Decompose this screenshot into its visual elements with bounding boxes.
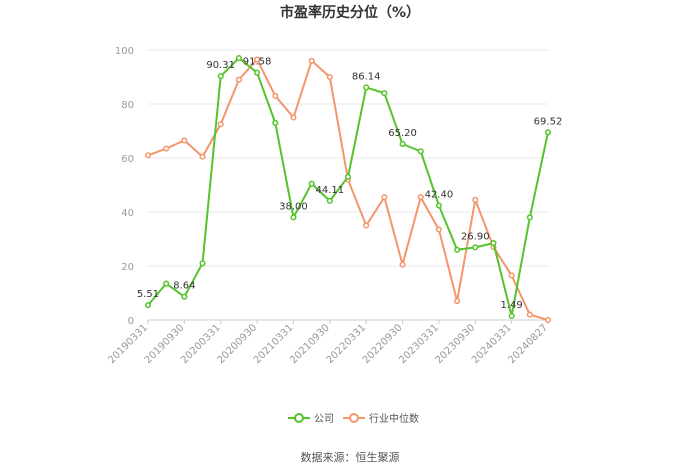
legend-swatch-marker: [349, 413, 359, 423]
data-label: 26.90: [461, 231, 490, 242]
data-point: [326, 73, 333, 81]
data-point: [308, 57, 315, 64]
data-label: 91.58: [243, 57, 272, 68]
data-point: [417, 194, 424, 201]
data-point: [508, 272, 515, 279]
data-point: [272, 119, 279, 126]
data-point: [272, 92, 279, 99]
data-point: [544, 316, 552, 324]
data-point: [544, 129, 552, 136]
data-point: [526, 311, 533, 318]
data-point: [435, 226, 442, 233]
data-point: [199, 260, 206, 267]
data-label: 1.49: [501, 300, 523, 311]
data-point: [163, 280, 170, 287]
grid-lines: [148, 49, 548, 321]
data-point: [417, 148, 424, 155]
data-point: [508, 312, 515, 320]
data-label: 44.11: [315, 185, 344, 196]
data-point: [235, 76, 242, 83]
data-point: [290, 214, 297, 221]
data-point: [363, 222, 370, 229]
data-labels: 5.51 8.64 90.31 91.58 38.00 44.11 86.14 65.20 42…: [137, 57, 562, 311]
data-point: [163, 145, 170, 152]
data-label: 69.52: [534, 116, 563, 127]
data-label: 38.00: [279, 201, 308, 212]
data-point: [181, 137, 188, 144]
data-point: [144, 152, 152, 159]
y-tick-label: 80: [121, 100, 134, 111]
data-point: [235, 55, 242, 62]
y-axis-ticks: 0 20 40 60 80 100: [115, 46, 134, 327]
series-line-0: [147, 57, 549, 317]
data-point: [381, 194, 388, 201]
y-tick-label: 0: [128, 316, 134, 327]
legend-label: 行业中位数: [369, 412, 419, 425]
data-point: [454, 298, 461, 305]
y-tick-label: 60: [121, 154, 134, 165]
data-point: [254, 56, 261, 63]
data-point: [199, 153, 206, 160]
data-point: [217, 121, 224, 128]
data-point: [490, 240, 497, 247]
y-tick-label: 40: [121, 208, 134, 219]
y-tick-label: 20: [121, 262, 134, 273]
chart-title: 市盈率历史分位（%）: [280, 4, 420, 21]
data-point: [472, 244, 479, 251]
data-point: [399, 140, 406, 148]
data-label: 42.40: [425, 190, 454, 201]
data-label: 5.51: [137, 289, 159, 300]
data-point: [290, 114, 297, 121]
data-point: [326, 197, 333, 204]
data-point: [435, 202, 442, 209]
data-point: [344, 173, 352, 180]
data-point: [181, 293, 188, 300]
data-label: 65.20: [388, 128, 417, 139]
data-point: [454, 246, 461, 253]
data-label: 86.14: [352, 71, 381, 82]
series-line-1: [147, 58, 549, 321]
legend: 公司 行业中位数: [288, 412, 419, 425]
data-point: [144, 302, 152, 309]
x-tick-label: 20240827: [506, 322, 550, 366]
series-lines: [144, 55, 552, 324]
data-point: [308, 180, 315, 187]
data-label: 8.64: [173, 281, 195, 292]
data-point: [399, 261, 406, 268]
data-point: [381, 90, 388, 97]
x-axis-ticks: 2019033120190930202003312020093020210331…: [106, 320, 550, 366]
legend-label: 公司: [314, 414, 334, 425]
data-point: [254, 69, 261, 76]
data-point: [526, 214, 533, 221]
data-label: 90.31: [206, 60, 235, 71]
y-tick-label: 100: [115, 46, 134, 57]
source-note: 数据来源：恒生聚源: [301, 450, 400, 464]
data-point: [363, 84, 370, 91]
data-point: [472, 196, 479, 203]
data-point: [217, 73, 224, 80]
legend-swatch-marker: [294, 413, 304, 423]
